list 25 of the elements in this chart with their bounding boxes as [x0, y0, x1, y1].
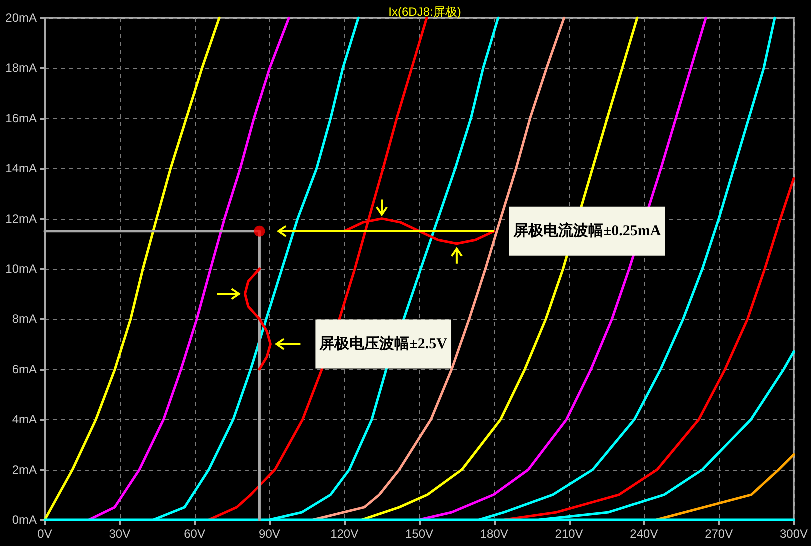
- x-tick-label: 0V: [38, 527, 52, 541]
- annotation: 屏极电流波幅±0.25mA: [512, 221, 662, 240]
- x-tick-label: 210V: [555, 527, 584, 541]
- y-tick-label: 12mA: [6, 212, 37, 226]
- x-tick-label: 150V: [405, 527, 434, 541]
- x-tick-label: 180V: [480, 527, 508, 541]
- y-tick-label: 8mA: [12, 312, 37, 326]
- chart-title: Ix(6DJ8:屏极): [388, 5, 462, 19]
- x-tick-label: 60V: [184, 527, 206, 541]
- x-tick-label: 240V: [630, 527, 658, 541]
- y-tick-label: 14mA: [6, 162, 37, 176]
- y-tick-label: 16mA: [6, 111, 37, 126]
- y-tick-label: 0mA: [12, 513, 37, 527]
- y-tick-label: 20mA: [6, 11, 37, 25]
- y-tick-label: 10mA: [6, 262, 37, 276]
- annotation: 屏极电压波幅±2.5V: [318, 335, 448, 352]
- x-tick-label: 120V: [330, 527, 359, 541]
- y-tick-label: 4mA: [12, 412, 37, 427]
- y-tick-label: 6mA: [12, 362, 37, 376]
- x-tick-label: 270V: [705, 527, 734, 541]
- x-tick-label: 90V: [259, 527, 280, 541]
- y-tick-label: 18mA: [6, 61, 37, 76]
- y-tick-label: 2mA: [12, 462, 37, 477]
- x-tick-label: 300V: [780, 527, 808, 541]
- x-tick-label: 30V: [109, 527, 131, 541]
